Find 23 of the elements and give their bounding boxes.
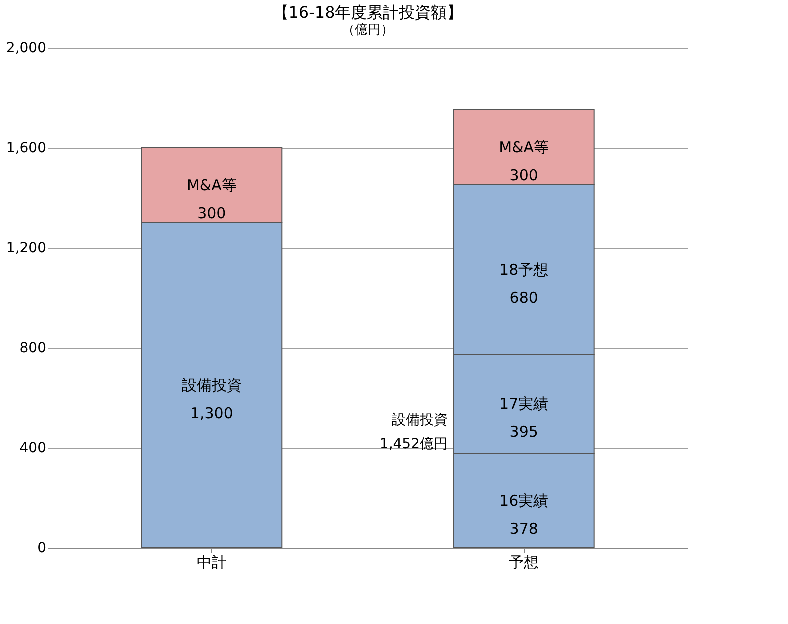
y-tick-label: 400 — [20, 440, 46, 456]
series-label: 設備投資 — [182, 376, 242, 394]
y-tick-label: 2,000 — [6, 40, 46, 56]
series-label: 18予想 — [500, 260, 549, 279]
x-tick-label: 中計 — [196, 554, 227, 572]
text: M&A等 — [499, 138, 550, 156]
series-label: 16実績 — [500, 492, 549, 510]
chart-title: 【16-18年度累計投資額】 — [272, 3, 464, 22]
y-tick-label: 1,600 — [6, 140, 46, 156]
y-tick-label: 0 — [38, 540, 46, 556]
y-axis-title: （億円） — [342, 23, 394, 38]
annotation: 設備投資 1,452億円 — [380, 412, 448, 452]
y-tick-label: 800 — [20, 340, 46, 356]
series-label: M&A等 — [186, 176, 237, 194]
y-tick-label: 1,200 — [6, 240, 46, 256]
data-label: 300 — [510, 166, 538, 184]
x-tick-label: 予想 — [509, 554, 540, 572]
data-label: 680 — [510, 288, 538, 307]
data-label: 1,300 — [190, 404, 234, 422]
data-label: 395 — [510, 423, 538, 442]
data-label: 300 — [198, 204, 226, 222]
data-label: 378 — [510, 520, 538, 538]
series-label: 17実績 — [500, 395, 549, 414]
